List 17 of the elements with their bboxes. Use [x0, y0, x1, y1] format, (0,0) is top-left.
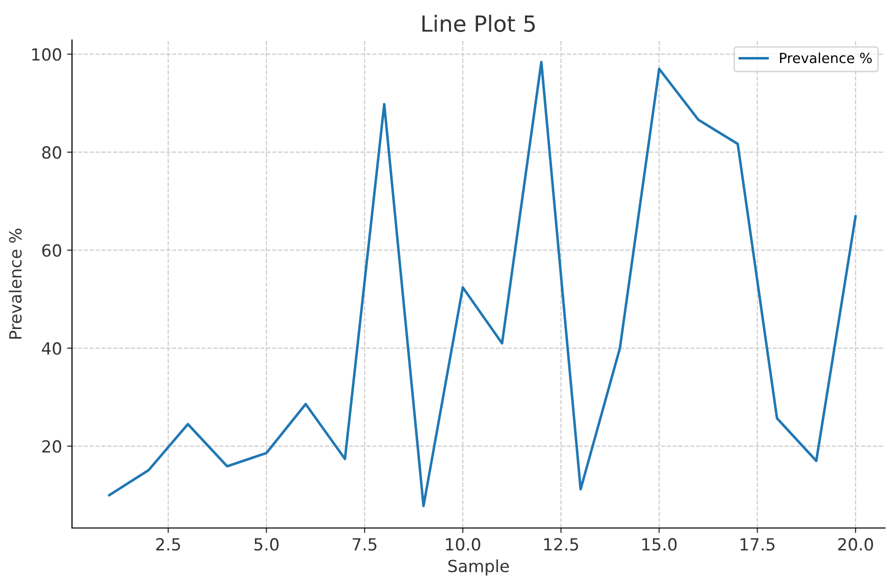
y-tick-label: 100: [32, 48, 62, 61]
x-tick-label: 20.0: [838, 538, 873, 551]
x-tick-label: 15.0: [642, 538, 677, 551]
y-axis-title: Prevalence %: [8, 228, 22, 339]
chart-title: Line Plot 5: [422, 14, 535, 32]
x-tick-label: 10.0: [446, 538, 480, 551]
x-tick-label: 5.0: [254, 538, 279, 551]
x-tick-label: 7.5: [352, 538, 376, 551]
y-tick-label: 60: [42, 244, 62, 257]
y-tick-label: 80: [42, 146, 62, 159]
y-tick-label: 40: [42, 342, 62, 355]
x-tick-label: 17.5: [740, 538, 774, 551]
legend-label: Prevalence %: [780, 52, 872, 64]
x-tick-label: 2.5: [156, 538, 180, 551]
y-tick-label: 20: [42, 440, 62, 453]
x-axis-title: Sample: [448, 559, 509, 576]
x-tick-label: 12.5: [544, 538, 578, 551]
